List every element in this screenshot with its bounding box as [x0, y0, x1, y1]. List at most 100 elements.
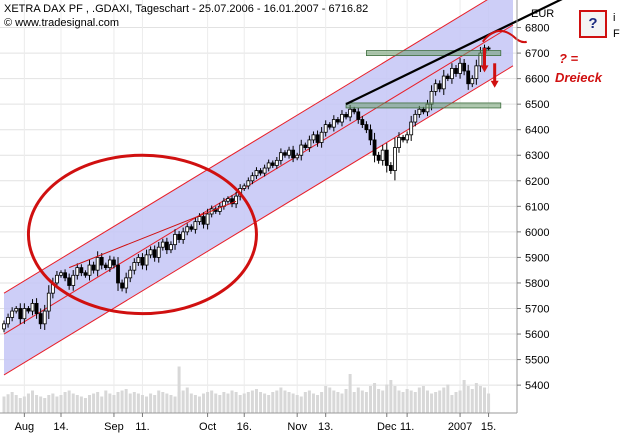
candle-body-up [380, 149, 385, 161]
volume-bar [149, 393, 153, 413]
candle [230, 195, 234, 208]
x-axis: Aug 14. Sep 11. Oct 16. Nov 13. Dec 11. 2007 15. [15, 413, 496, 433]
volume-bar [377, 389, 381, 413]
candle [445, 73, 450, 82]
volume-bar [136, 393, 140, 413]
candle [433, 79, 438, 96]
candle [34, 298, 39, 319]
candle-body-up [75, 267, 80, 276]
y-tick-label: 6000 [525, 227, 549, 239]
candle-body-down [291, 149, 296, 159]
y-tick-label: 6500 [525, 99, 549, 111]
volume-bar [442, 387, 446, 413]
candle-body-up [450, 68, 454, 80]
candle [42, 304, 47, 330]
candle-body-up [278, 152, 283, 161]
candle [454, 65, 458, 77]
volume-bar [381, 390, 385, 413]
candle-body-up [197, 216, 202, 223]
candle-body-down [152, 249, 157, 258]
candle [164, 237, 169, 255]
candle [356, 107, 361, 124]
candle-body-up [319, 131, 324, 143]
candle-body-up [458, 62, 462, 74]
volume-bar [417, 387, 421, 413]
candle [83, 270, 88, 278]
volume-bar [291, 393, 295, 413]
candle [148, 246, 153, 259]
currency-label: EUR [531, 8, 554, 20]
candle-body-up [144, 254, 149, 266]
candle-body-down [486, 47, 491, 50]
arc-annotation [481, 29, 514, 43]
y-tick-label: 6800 [525, 23, 549, 35]
candle [79, 264, 84, 277]
candle [372, 132, 377, 163]
candle [364, 121, 369, 134]
side-text-top: i [613, 12, 616, 24]
candle-body-down [26, 308, 31, 312]
candle-body-down [401, 136, 405, 141]
volume-bar [222, 392, 226, 413]
x-tick-label: Aug [15, 421, 35, 433]
volume-bar [153, 395, 157, 413]
candle [201, 212, 206, 229]
volume-bar [332, 390, 336, 413]
candle [278, 148, 283, 165]
volume-bar [259, 392, 263, 413]
candle-body-down [462, 62, 467, 72]
candle-body-up [6, 317, 10, 325]
candle-body-down [368, 129, 373, 141]
candle-body-down [303, 144, 308, 148]
candle-body-up [433, 83, 438, 92]
volume-bar [397, 390, 401, 413]
candle [185, 223, 190, 236]
candle [344, 111, 348, 120]
candle-body-up [2, 323, 6, 330]
help-button[interactable]: ? [579, 10, 607, 38]
volume-bar [287, 392, 291, 413]
candle [397, 132, 401, 153]
candle [144, 249, 149, 271]
candle-body-up [348, 108, 353, 118]
candle-body-down [18, 308, 23, 320]
candle-body-up [156, 246, 161, 258]
candle [197, 213, 202, 226]
candle-body-up [429, 90, 434, 105]
volume-bar [405, 389, 409, 413]
candle [295, 152, 300, 161]
candle-body-up [274, 159, 279, 166]
volume-bar [47, 395, 51, 413]
candle [466, 64, 471, 90]
highlight-ellipse [26, 153, 258, 316]
candle-body-down [384, 149, 389, 166]
volume-bar [303, 392, 307, 413]
candle-body-down [360, 119, 365, 125]
candle [307, 135, 312, 152]
candle [388, 162, 393, 174]
black-trendline [345, 0, 563, 106]
candle [291, 145, 296, 163]
candle [234, 191, 239, 209]
y-tick-label: 6200 [525, 176, 549, 188]
candle [486, 46, 491, 51]
candle-body-up [132, 262, 137, 271]
volume-bar [271, 392, 275, 413]
volume-bar [193, 395, 197, 413]
candle-body-up [331, 119, 336, 128]
annotation-dreieck: Dreieck [555, 70, 602, 85]
copyright-text: © www.tradesignal.com [4, 17, 120, 29]
volume-bar [267, 395, 271, 413]
candle-body-down [437, 83, 442, 90]
candle [124, 272, 129, 294]
candle [38, 308, 43, 330]
candle [462, 59, 467, 76]
candle [360, 116, 365, 128]
volume-bar [250, 390, 254, 413]
channel-line-lower [3, 65, 514, 376]
x-tick-label: 2007 [448, 421, 472, 433]
candle-body-down [177, 234, 181, 240]
candle-body-up [87, 264, 92, 276]
candle [193, 217, 198, 234]
candle-body-down [364, 124, 369, 131]
